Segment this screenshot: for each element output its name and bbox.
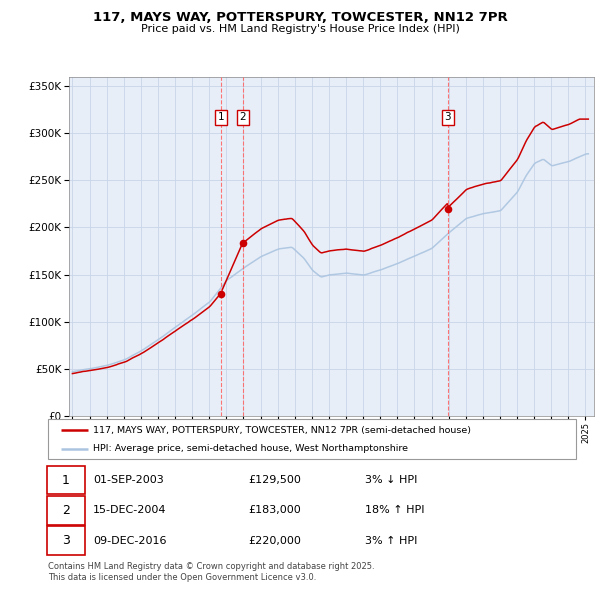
Text: 3: 3 <box>62 534 70 547</box>
FancyBboxPatch shape <box>48 419 576 459</box>
Text: £183,000: £183,000 <box>248 506 301 515</box>
Text: 2: 2 <box>62 504 70 517</box>
FancyBboxPatch shape <box>47 526 85 555</box>
Text: 1: 1 <box>62 474 70 487</box>
Text: 15-DEC-2004: 15-DEC-2004 <box>93 506 166 515</box>
Text: Contains HM Land Registry data © Crown copyright and database right 2025.
This d: Contains HM Land Registry data © Crown c… <box>48 562 374 582</box>
Text: 3: 3 <box>445 112 451 122</box>
Text: 117, MAYS WAY, POTTERSPURY, TOWCESTER, NN12 7PR: 117, MAYS WAY, POTTERSPURY, TOWCESTER, N… <box>92 11 508 24</box>
Text: 01-SEP-2003: 01-SEP-2003 <box>93 475 164 485</box>
Text: 09-DEC-2016: 09-DEC-2016 <box>93 536 166 546</box>
FancyBboxPatch shape <box>47 496 85 525</box>
FancyBboxPatch shape <box>47 466 85 494</box>
Text: 1: 1 <box>217 112 224 122</box>
Text: 2: 2 <box>239 112 246 122</box>
Text: Price paid vs. HM Land Registry's House Price Index (HPI): Price paid vs. HM Land Registry's House … <box>140 24 460 34</box>
Text: HPI: Average price, semi-detached house, West Northamptonshire: HPI: Average price, semi-detached house,… <box>93 444 408 454</box>
Text: 117, MAYS WAY, POTTERSPURY, TOWCESTER, NN12 7PR (semi-detached house): 117, MAYS WAY, POTTERSPURY, TOWCESTER, N… <box>93 425 471 435</box>
Text: £220,000: £220,000 <box>248 536 302 546</box>
Text: 18% ↑ HPI: 18% ↑ HPI <box>365 506 424 515</box>
Text: 3% ↓ HPI: 3% ↓ HPI <box>365 475 417 485</box>
Text: 3% ↑ HPI: 3% ↑ HPI <box>365 536 417 546</box>
Text: £129,500: £129,500 <box>248 475 302 485</box>
